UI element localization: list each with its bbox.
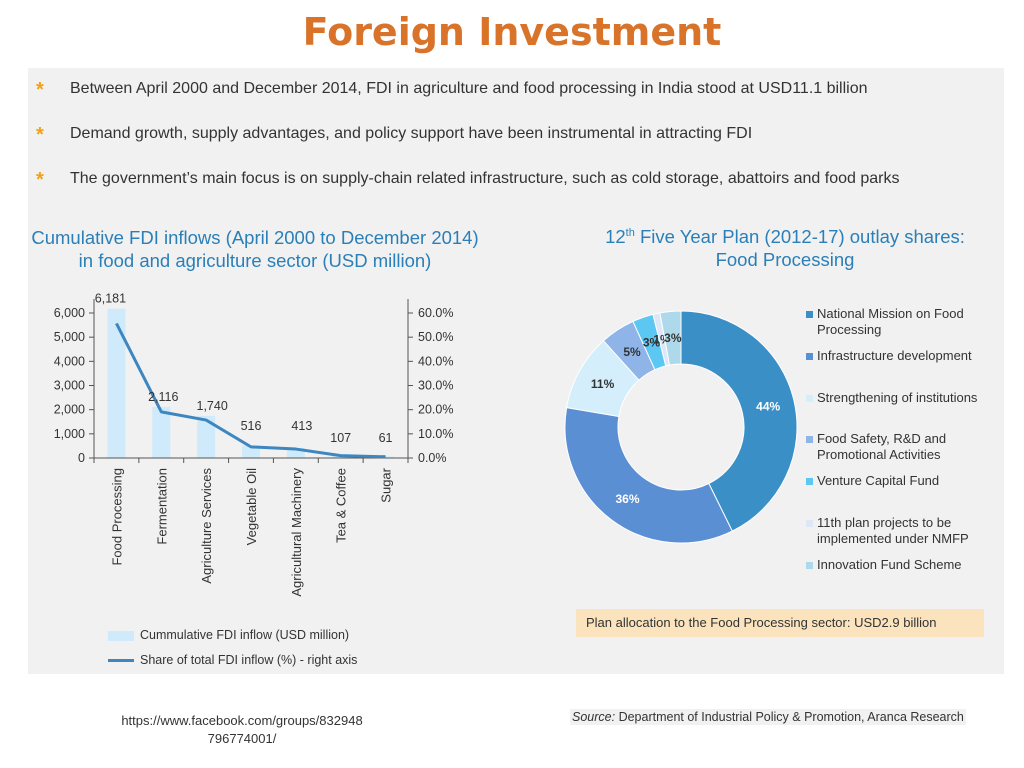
footer-url-line1[interactable]: https://www.facebook.com/groups/832948 — [121, 713, 363, 728]
slide-title: Foreign Investment — [302, 10, 722, 54]
donut-slice-label: 11% — [591, 377, 615, 391]
legend-label: Innovation Fund Scheme — [817, 557, 962, 572]
source-text: Department of Industrial Policy & Promot… — [618, 710, 964, 724]
donut-slice-0 — [680, 310, 798, 532]
star-bullet-icon: * — [36, 124, 44, 146]
right-tick-label: 10.0% — [418, 427, 453, 441]
share-line-series — [115, 322, 386, 459]
legend-label: Strengthening of institutions — [817, 390, 978, 405]
bullet-text: Demand growth, supply advantages, and po… — [70, 125, 753, 142]
allocation-note: Plan allocation to the Food Processing s… — [576, 609, 984, 637]
donut-slice-label: 36% — [615, 492, 639, 506]
bar-value-label: 6,181 — [95, 292, 126, 306]
bar-0 — [107, 308, 126, 458]
bar-value-label: 61 — [379, 431, 393, 445]
category-label: Sugar — [379, 467, 394, 502]
legend-line-entry: Share of total FDI inflow (%) - right ax… — [108, 653, 357, 667]
source-label: Source: — [572, 710, 616, 724]
bar-value-label: 1,740 — [197, 399, 228, 413]
bar-value-label: 107 — [330, 431, 351, 445]
footer-url-line2[interactable]: 796774001/ — [207, 731, 277, 746]
legend-swatch — [806, 311, 813, 318]
left-tick-label: 6,000 — [54, 306, 85, 320]
title-ordinal-suffix: th — [625, 227, 635, 239]
legend-swatch — [806, 562, 813, 569]
legend-bar-swatch — [108, 630, 134, 641]
left-tick-label: 5,000 — [54, 330, 85, 344]
legend-bar-label: Cummulative FDI inflow (USD million) — [140, 628, 350, 642]
bar-2 — [197, 415, 216, 458]
plan-outlay-donut-chart: 44%36%11%5%3%1%3% — [564, 310, 798, 544]
star-bullet-icon: * — [36, 79, 44, 101]
category-label: Agriculture Services — [199, 468, 214, 584]
donut-slice-label: 5% — [623, 345, 641, 359]
content-panel — [28, 68, 1004, 674]
category-label: Food Processing — [109, 468, 124, 566]
bar-chart-title-line1: Cumulative FDI inflows (April 2000 to De… — [31, 227, 479, 248]
bullet-text: The government’s main focus is on supply… — [70, 170, 900, 187]
category-label: Fermentation — [154, 468, 169, 545]
legend-line-label: Share of total FDI inflow (%) - right ax… — [140, 653, 358, 667]
bar-chart-title: Cumulative FDI inflows (April 2000 to De… — [30, 226, 480, 272]
bar-chart-title-line2: in food and agriculture sector (USD mill… — [78, 250, 432, 271]
donut-slice-label: 3% — [643, 335, 661, 349]
bar-1 — [152, 406, 171, 458]
category-label: Tea & Coffee — [334, 468, 349, 543]
bar-value-label: 516 — [241, 419, 262, 433]
legend-line-swatch — [108, 659, 134, 663]
right-tick-label: 50.0% — [418, 330, 453, 344]
legend-label: National Mission on Food Processing — [817, 306, 964, 337]
legend-label: Venture Capital Fund — [817, 473, 940, 488]
category-label: Vegetable Oil — [244, 468, 259, 545]
left-tick-label: 2,000 — [54, 403, 85, 417]
legend-swatch — [806, 520, 813, 527]
source-note: Source: Department of Industrial Policy … — [570, 709, 966, 725]
title-rest: Five Year Plan (2012-17) outlay shares: — [634, 226, 965, 248]
left-tick-label: 4,000 — [54, 354, 85, 368]
legend-swatch — [806, 436, 813, 443]
bullet-text: Between April 2000 and December 2014, FD… — [70, 80, 868, 97]
fdi-bar-line-chart: 0 1,000 2,000 3,000 4,000 5,000 6,000 0.0% 10.0%… — [54, 292, 454, 597]
donut-chart-title-line1: 12th Five Year Plan (2012-17) outlay sha… — [580, 222, 990, 248]
right-tick-label: 30.0% — [418, 379, 453, 393]
right-tick-label: 40.0% — [418, 354, 453, 368]
legend-label: Food Safety, R&D and Promotional Activit… — [817, 431, 947, 462]
donut-chart-title-line2: Food Processing — [715, 249, 855, 271]
donut-slice-1 — [564, 407, 733, 544]
bar-value-label: 2,116 — [148, 390, 178, 404]
legend-swatch — [806, 478, 813, 485]
category-label: Agricultural Machinery — [289, 468, 304, 597]
bar-value-label: 413 — [291, 419, 312, 433]
donut-slice-label: 44% — [756, 400, 780, 414]
left-tick-label: 1,000 — [54, 427, 85, 441]
right-tick-label: 20.0% — [418, 403, 453, 417]
legend-bar-entry: Cummulative FDI inflow (USD million) — [108, 628, 349, 642]
bar-4 — [286, 448, 305, 458]
donut-slice-6 — [659, 310, 682, 366]
donut-slice-label: 3% — [664, 331, 682, 345]
legend-label: 11th plan projects to be implemented und… — [817, 515, 969, 546]
left-tick-label: 3,000 — [54, 379, 85, 393]
title-ordinal-number: 12 — [605, 226, 626, 248]
legend-label: Infrastructure development — [817, 348, 972, 363]
footer-url[interactable]: https://www.facebook.com/groups/832948 7… — [92, 712, 392, 748]
donut-chart-title: 12th Five Year Plan (2012-17) outlay sha… — [580, 222, 990, 271]
legend-swatch — [806, 353, 813, 360]
right-tick-label: 0.0% — [418, 451, 447, 465]
legend-swatch — [806, 395, 813, 402]
right-tick-label: 60.0% — [418, 306, 453, 320]
left-tick-label: 0 — [78, 451, 85, 465]
star-bullet-icon: * — [36, 169, 44, 191]
bar-3 — [242, 445, 260, 458]
bar-6 — [376, 456, 395, 458]
